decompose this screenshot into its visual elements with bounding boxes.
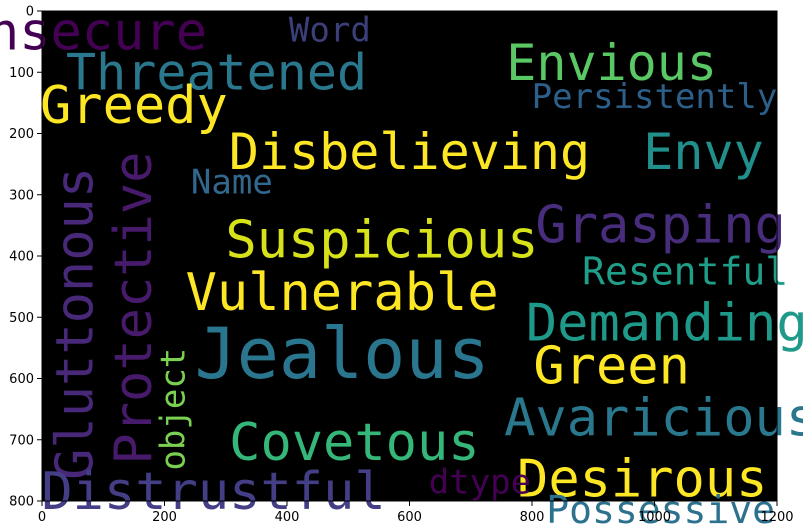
word-covetous: Covetous	[229, 413, 479, 473]
y-tick-label: 100	[9, 66, 34, 81]
word-persistently: Persistently	[532, 77, 778, 117]
y-tick-label: 400	[9, 250, 34, 265]
y-tick-label: 600	[9, 372, 34, 387]
word-insecure: Insecure	[0, 2, 207, 62]
y-tick-label: 500	[9, 311, 34, 326]
x-tick-label: 1000	[638, 510, 671, 525]
word-resentful: Resentful	[582, 249, 788, 293]
y-tick-label: 300	[9, 188, 34, 203]
x-tick-label: 400	[275, 510, 300, 525]
x-tick-label: 200	[152, 510, 177, 525]
word-disbelieving: Disbelieving	[229, 123, 590, 181]
x-tick-label: 600	[397, 510, 422, 525]
word-object: object	[154, 348, 194, 471]
word-possessive: Possessive	[546, 488, 775, 529]
word-word: Word	[289, 11, 371, 51]
word-protective: Protective	[104, 152, 164, 465]
plot-background	[42, 11, 777, 501]
word-envy: Envy	[643, 123, 763, 181]
word-demanding: Demanding	[526, 293, 803, 353]
x-tick-label: 1200	[760, 510, 793, 525]
y-tick-label: 700	[9, 433, 34, 448]
y-tick-label: 200	[9, 127, 34, 142]
word-distrustful: Distrustful	[41, 462, 385, 522]
y-tick-label: 800	[9, 495, 34, 510]
word-avaricious: Avaricious	[504, 388, 803, 448]
y-tick-label: 0	[26, 5, 34, 20]
word-threatened: Threatened	[66, 43, 367, 101]
word-greedy: Greedy	[40, 76, 228, 136]
x-axis: 0 200 400 600 800 1000 1200	[38, 501, 794, 525]
word-name: Name	[191, 163, 273, 203]
word-dtype: dtype	[429, 463, 531, 503]
x-tick-label: 800	[520, 510, 545, 525]
word-envious: Envious	[506, 34, 717, 92]
word-gluttonous: Gluttonous	[46, 167, 106, 480]
word-vulnerable: Vulnerable	[186, 263, 499, 323]
x-tick-label: 0	[38, 510, 46, 525]
word-green: Green	[533, 336, 690, 396]
word-desirous: Desirous	[517, 450, 767, 510]
y-axis: 0 100 200 300 400 500 600 700 800	[9, 5, 42, 510]
word-jealous: Jealous	[195, 313, 490, 395]
word-suspicious: Suspicious	[225, 211, 538, 271]
word-grasping: Grasping	[535, 195, 785, 255]
